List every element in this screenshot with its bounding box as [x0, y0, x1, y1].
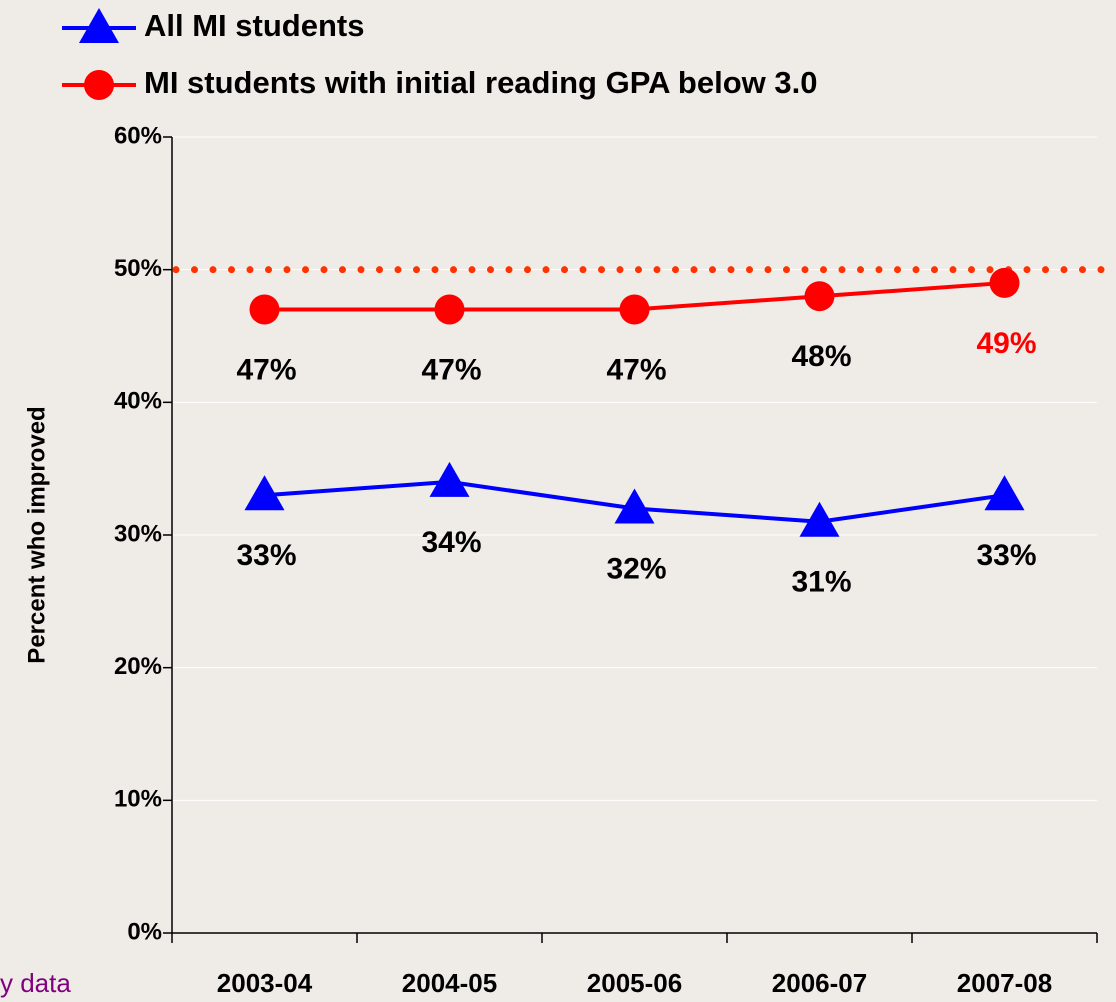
- legend-marker: [79, 8, 119, 43]
- data-label: 34%: [421, 526, 481, 559]
- data-label: 47%: [236, 353, 296, 386]
- legend-marker: [84, 70, 114, 100]
- y-axis-label: Percent who improved: [23, 406, 50, 663]
- data-point: [989, 267, 1020, 298]
- y-tick-label: 50%: [114, 255, 162, 282]
- footnote: y data: [0, 968, 71, 998]
- x-tick-label: 2005-06: [587, 968, 682, 998]
- data-point: [249, 294, 280, 325]
- data-label: 47%: [421, 353, 481, 386]
- data-label: 48%: [791, 340, 851, 373]
- data-point: [804, 281, 835, 312]
- y-tick-label: 30%: [114, 520, 162, 547]
- y-tick-label: 60%: [114, 122, 162, 149]
- data-point: [434, 294, 465, 325]
- data-point: [244, 475, 285, 511]
- data-label: 32%: [606, 552, 666, 585]
- data-label: 47%: [606, 353, 666, 386]
- data-label: 49%: [976, 327, 1036, 360]
- data-point: [984, 475, 1025, 511]
- x-tick-label: 2006-07: [772, 968, 867, 998]
- data-label: 33%: [236, 539, 296, 572]
- y-tick-label: 10%: [114, 786, 162, 813]
- data-point: [429, 461, 470, 497]
- legend-label: MI students with initial reading GPA bel…: [144, 65, 817, 100]
- data-point: [619, 294, 650, 325]
- data-point: [799, 501, 840, 537]
- x-tick-label: 2007-08: [957, 968, 1052, 998]
- y-tick-label: 20%: [114, 653, 162, 680]
- y-tick-label: 40%: [114, 388, 162, 415]
- legend-label: All MI students: [144, 8, 364, 43]
- data-label: 31%: [791, 566, 851, 599]
- x-tick-label: 2004-05: [402, 968, 497, 998]
- y-tick-label: 0%: [127, 918, 162, 945]
- data-point: [614, 488, 655, 524]
- x-tick-label: 2003-04: [217, 968, 313, 998]
- data-label: 33%: [976, 539, 1036, 572]
